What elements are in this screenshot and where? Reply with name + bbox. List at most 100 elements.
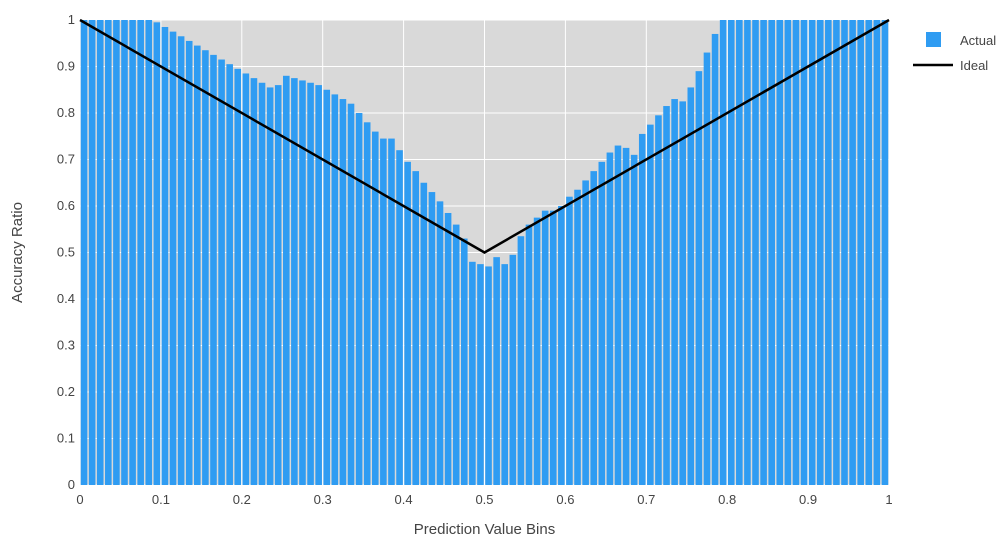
bar-actual[interactable]	[647, 124, 654, 486]
bar-actual[interactable]	[283, 75, 290, 486]
bar-actual[interactable]	[671, 99, 678, 486]
bar-actual[interactable]	[784, 20, 792, 485]
bar-actual[interactable]	[355, 113, 363, 485]
bar-actual[interactable]	[825, 20, 832, 485]
bar-actual[interactable]	[315, 85, 322, 485]
bar-actual[interactable]	[404, 161, 411, 485]
legend[interactable]: Actual Ideal	[913, 32, 996, 73]
bar-actual[interactable]	[226, 64, 233, 486]
bar-actual[interactable]	[614, 145, 622, 486]
bar-actual[interactable]	[638, 133, 646, 485]
bar-actual[interactable]	[169, 31, 177, 486]
bar-actual[interactable]	[493, 257, 500, 485]
bar-actual[interactable]	[679, 101, 686, 486]
bar-actual[interactable]	[606, 152, 614, 485]
bar-actual[interactable]	[291, 78, 298, 486]
bar-actual[interactable]	[622, 147, 630, 486]
bar-actual[interactable]	[525, 224, 533, 485]
legend-item-actual[interactable]: Actual	[926, 32, 996, 48]
bar-actual[interactable]	[177, 36, 185, 485]
bar-actual[interactable]	[250, 78, 258, 486]
bar-actual[interactable]	[768, 20, 775, 485]
bar-actual[interactable]	[105, 20, 112, 485]
bar-actual[interactable]	[776, 20, 784, 485]
bar-actual[interactable]	[744, 20, 751, 485]
bar-actual[interactable]	[363, 122, 371, 486]
bar-actual[interactable]	[695, 71, 703, 486]
bar-actual[interactable]	[80, 20, 88, 485]
bar-actual[interactable]	[703, 52, 711, 486]
bar-actual[interactable]	[687, 87, 695, 486]
bar-actual[interactable]	[800, 20, 808, 485]
bar-actual[interactable]	[816, 20, 824, 485]
bar-actual[interactable]	[436, 201, 444, 485]
bar-actual[interactable]	[347, 103, 355, 485]
bar-actual[interactable]	[541, 210, 549, 485]
bar-actual[interactable]	[299, 80, 306, 485]
bar-actual[interactable]	[96, 20, 104, 485]
bar-actual[interactable]	[574, 189, 581, 486]
bar-actual[interactable]	[274, 85, 282, 485]
bar-actual[interactable]	[218, 59, 225, 486]
bar-actual[interactable]	[509, 254, 517, 485]
bar-actual[interactable]	[598, 161, 606, 485]
bar-actual[interactable]	[331, 94, 339, 486]
bar-actual[interactable]	[202, 50, 209, 485]
bar-actual[interactable]	[663, 106, 670, 485]
bar-actual[interactable]	[655, 115, 662, 485]
bar-actual[interactable]	[477, 264, 484, 486]
bar-actual[interactable]	[444, 212, 452, 486]
bar-actual[interactable]	[582, 180, 589, 485]
bar-actual[interactable]	[533, 217, 541, 486]
bar-actual[interactable]	[307, 82, 314, 486]
bar-actual[interactable]	[857, 20, 864, 485]
bar-actual[interactable]	[420, 182, 428, 485]
bar-actual[interactable]	[258, 82, 266, 486]
bar-actual[interactable]	[452, 224, 460, 485]
legend-item-ideal[interactable]: Ideal	[913, 58, 988, 73]
bar-actual[interactable]	[711, 33, 719, 485]
bar-actual[interactable]	[719, 20, 727, 485]
bar-actual[interactable]	[566, 196, 573, 485]
bar-actual[interactable]	[210, 54, 217, 486]
bar-actual[interactable]	[849, 20, 856, 485]
bar-actual[interactable]	[380, 138, 387, 485]
bar-actual[interactable]	[194, 45, 201, 485]
bar-actual[interactable]	[760, 20, 767, 485]
bar-actual[interactable]	[388, 138, 395, 485]
bar-actual[interactable]	[428, 192, 436, 486]
bar-actual[interactable]	[412, 171, 420, 486]
bar-actual[interactable]	[549, 210, 557, 485]
bar-actual[interactable]	[121, 20, 128, 485]
bar-actual[interactable]	[865, 20, 873, 485]
bar-actual[interactable]	[469, 261, 476, 485]
bar-actual[interactable]	[88, 20, 96, 485]
bar-actual[interactable]	[841, 20, 848, 485]
bar-actual[interactable]	[881, 20, 889, 485]
bar-actual[interactable]	[371, 131, 379, 485]
bar-actual[interactable]	[630, 154, 638, 485]
bar-actual[interactable]	[590, 171, 598, 486]
bar-actual[interactable]	[339, 99, 347, 486]
bar-actual[interactable]	[727, 20, 735, 485]
bar-actual[interactable]	[485, 266, 492, 485]
bar-actual[interactable]	[145, 20, 153, 485]
bar-actual[interactable]	[129, 20, 136, 485]
bar-actual[interactable]	[558, 206, 565, 485]
bar-actual[interactable]	[323, 89, 331, 485]
bar-actual[interactable]	[161, 26, 169, 485]
bar-actual[interactable]	[137, 20, 144, 485]
bar-actual[interactable]	[736, 20, 743, 485]
bar-actual[interactable]	[266, 87, 274, 486]
bar-actual[interactable]	[460, 238, 468, 485]
bar-actual[interactable]	[501, 264, 509, 486]
bar-actual[interactable]	[792, 20, 800, 485]
bar-actual[interactable]	[234, 68, 242, 485]
bar-actual[interactable]	[113, 20, 120, 485]
bar-actual[interactable]	[808, 20, 816, 485]
bar-actual[interactable]	[396, 150, 403, 485]
bar-actual[interactable]	[153, 22, 161, 485]
bar-actual[interactable]	[517, 236, 525, 485]
bar-actual[interactable]	[873, 20, 881, 485]
bar-actual[interactable]	[242, 73, 250, 485]
